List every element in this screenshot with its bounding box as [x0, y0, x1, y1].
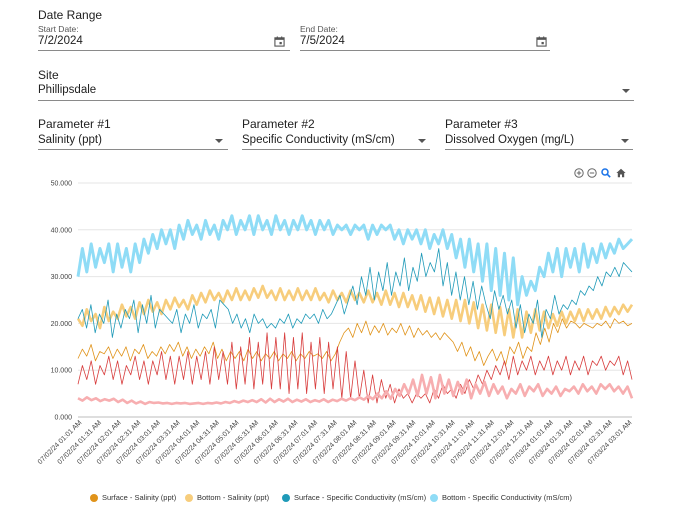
calendar-icon[interactable] — [536, 36, 547, 47]
site-label: Site — [38, 68, 59, 82]
parameter-1-select[interactable]: Salinity (ppt) — [38, 134, 102, 146]
end-date-label: End Date: — [300, 24, 338, 34]
end-date-underline — [300, 50, 550, 51]
y-tick-label: 10.000 — [51, 368, 73, 375]
y-tick-label: 50.000 — [51, 181, 73, 188]
parameter-3-label: Parameter #3 — [445, 117, 518, 131]
end-date-input[interactable]: 7/5/2024 — [300, 35, 345, 47]
legend-item[interactable]: Surface - Specific Conductivity (mS/cm) — [282, 493, 426, 502]
legend-swatch — [430, 493, 438, 502]
series-line — [77, 373, 634, 406]
y-tick-label: 40.000 — [51, 227, 73, 234]
parameter-1-label: Parameter #1 — [38, 117, 111, 131]
legend-label: Bottom - Salinity (ppt) — [197, 493, 270, 502]
site-underline — [38, 100, 634, 101]
chevron-down-icon[interactable] — [418, 139, 426, 143]
legend-item[interactable]: Bottom - Salinity (ppt) — [185, 493, 269, 502]
site-select[interactable]: Phillipsdale — [38, 84, 97, 96]
start-date-underline — [38, 50, 290, 51]
legend-swatch — [282, 493, 290, 502]
start-date-label: Start Date: — [38, 24, 79, 34]
parameter-2-label: Parameter #2 — [242, 117, 315, 131]
date-range-title: Date Range — [38, 8, 103, 22]
zoom-out-icon[interactable] — [587, 168, 597, 178]
y-tick-label: 0.000 — [54, 415, 72, 422]
legend-label: Surface - Salinity (ppt) — [102, 493, 177, 502]
series-line — [77, 332, 633, 404]
legend-label: Bottom - Specific Conductivity (mS/cm) — [442, 493, 573, 502]
chevron-down-icon[interactable] — [621, 139, 629, 143]
parameter-2-select[interactable]: Specific Conductivity (mS/cm) — [242, 134, 395, 146]
parameter-2-underline — [242, 149, 430, 150]
magnifier-icon[interactable] — [601, 168, 611, 178]
chevron-down-icon[interactable] — [622, 89, 630, 93]
legend-item[interactable]: Bottom - Specific Conductivity (mS/cm) — [430, 493, 572, 502]
home-icon[interactable] — [616, 168, 626, 178]
legend-swatch — [185, 493, 193, 502]
parameter-3-underline — [445, 149, 633, 150]
legend-item[interactable]: Surface - Salinity (ppt) — [90, 493, 176, 502]
series-line — [76, 284, 634, 339]
parameter-1-underline — [38, 149, 228, 150]
series-line — [76, 214, 634, 307]
zoom-in-icon[interactable] — [574, 168, 584, 178]
series-line — [77, 248, 633, 338]
y-tick-label: 30.000 — [51, 274, 73, 281]
series-line — [77, 318, 633, 366]
line-chart[interactable]: 0.00010.00020.00030.00040.00050.00007/02… — [0, 175, 678, 475]
start-date-input[interactable]: 7/2/2024 — [38, 35, 83, 47]
calendar-icon[interactable] — [274, 36, 285, 47]
legend-label: Surface - Specific Conductivity (mS/cm) — [294, 493, 427, 502]
chevron-down-icon[interactable] — [215, 139, 223, 143]
y-tick-label: 20.000 — [51, 321, 73, 328]
legend-swatch — [90, 493, 98, 502]
parameter-3-select[interactable]: Dissolved Oxygen (mg/L) — [445, 134, 575, 146]
